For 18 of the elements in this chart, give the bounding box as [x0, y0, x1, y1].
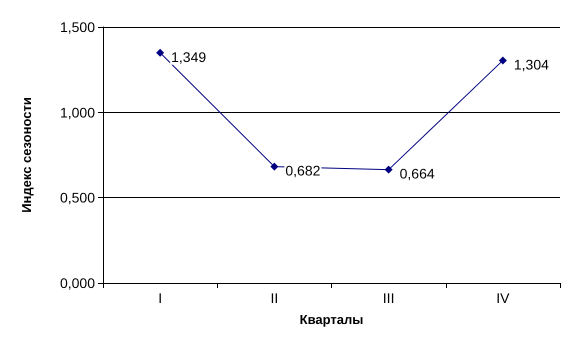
y-tick-label: 1,000: [60, 104, 96, 120]
data-label: 1,304: [514, 56, 550, 72]
x-tick-label: II: [270, 290, 278, 306]
x-tick-label: III: [382, 290, 394, 306]
point: [498, 56, 507, 64]
y-axis-title: Индекс сезоности: [19, 97, 34, 213]
y-tick-label: 1,500: [60, 19, 96, 35]
data-label: 0,682: [285, 162, 321, 179]
x-tick-label: IV: [496, 290, 510, 306]
y-tick-label: 0,000: [60, 275, 96, 291]
data-label: 0,664: [400, 166, 435, 182]
point: [384, 166, 393, 174]
point: [156, 48, 164, 57]
x-tick-label: I: [158, 290, 162, 306]
x-axis-title: Кварталы: [300, 312, 364, 327]
data-label: 1,349: [171, 48, 206, 65]
y-tick-label: 0,500: [60, 190, 96, 206]
point: [270, 162, 278, 171]
